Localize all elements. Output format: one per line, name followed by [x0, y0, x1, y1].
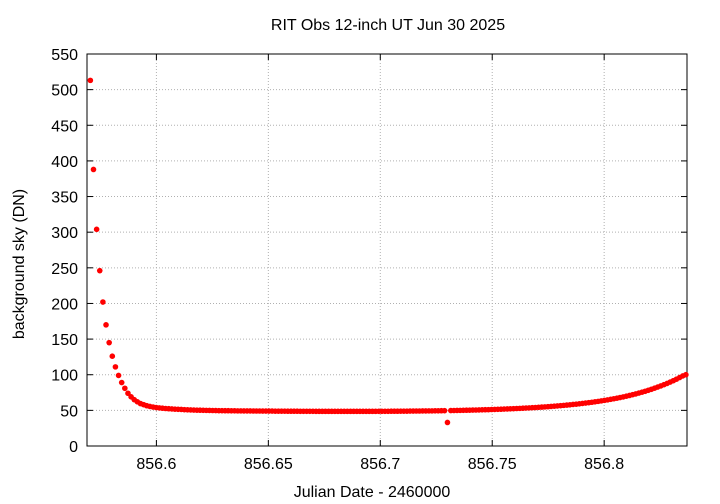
- y-tick-label: 50: [60, 403, 78, 420]
- data-point: [115, 372, 122, 379]
- data-point: [122, 385, 128, 392]
- data-point: [444, 419, 451, 426]
- data-point: [441, 407, 448, 414]
- y-tick-label: 450: [51, 118, 78, 135]
- data-point: [103, 322, 109, 328]
- data-point: [96, 267, 103, 274]
- x-tick-label: 856.65: [244, 456, 293, 473]
- data-point: [87, 77, 94, 84]
- y-tick-label: 300: [51, 225, 78, 242]
- tick-labels: 0 50 100 150 200 250 300 350 400 450 500 550 856.6 85…: [51, 47, 624, 473]
- x-tick-label: 856.75: [468, 456, 517, 473]
- y-tick-label: 400: [51, 154, 78, 171]
- data-point: [106, 339, 112, 346]
- y-tick-label: 200: [51, 296, 78, 313]
- y-tick-label: 350: [51, 190, 78, 207]
- data-point: [93, 226, 100, 233]
- data-points: [87, 77, 689, 426]
- data-point: [112, 364, 119, 370]
- data-point: [109, 353, 116, 359]
- data-point: [90, 166, 97, 173]
- y-tick-label: 0: [69, 439, 78, 456]
- y-tick-label: 100: [51, 368, 78, 385]
- axis-ticks: [87, 53, 687, 447]
- data-point: [118, 379, 125, 386]
- x-tick-label: 856.7: [360, 456, 400, 473]
- x-tick-label: 856.6: [136, 456, 176, 473]
- grid-lines: [87, 54, 687, 446]
- y-tick-label: 550: [51, 47, 78, 64]
- chart-title: RIT Obs 12-inch UT Jun 30 2025: [271, 17, 505, 34]
- data-point: [683, 371, 689, 378]
- plot-frame: [86, 53, 688, 447]
- y-axis-label: background sky (DN): [11, 189, 28, 339]
- y-tick-label: 500: [51, 83, 78, 100]
- x-tick-label: 856.8: [584, 456, 624, 473]
- y-tick-label: 250: [51, 261, 78, 278]
- y-tick-label: 150: [51, 332, 78, 349]
- data-point: [100, 299, 106, 305]
- x-axis-label: Julian Date - 2460000: [294, 484, 451, 501]
